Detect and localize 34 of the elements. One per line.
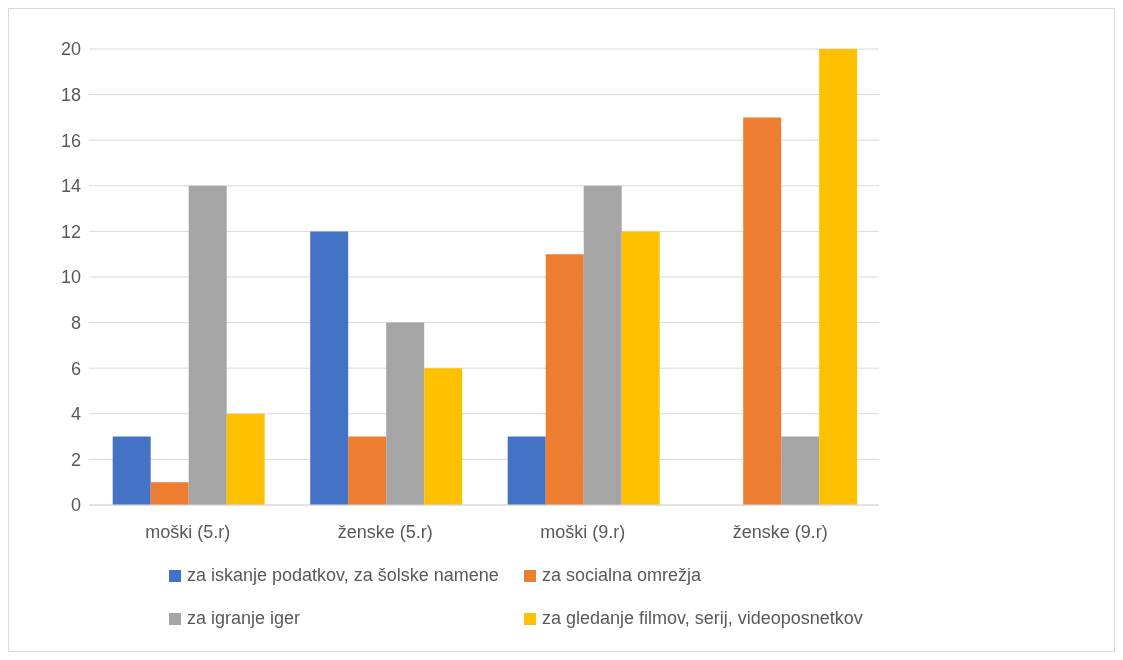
bar: [781, 436, 820, 505]
bar: [386, 322, 425, 505]
legend-label: za iskanje podatkov, za šolske namene: [187, 565, 499, 586]
bar: [819, 49, 858, 505]
x-tick-label: moški (5.r): [145, 521, 231, 542]
y-tick-label: 2: [70, 449, 81, 470]
bar: [545, 254, 584, 505]
y-tick-label: 4: [70, 404, 81, 425]
y-tick-label: 18: [60, 84, 81, 105]
bar: [743, 117, 782, 505]
y-tick-label: 8: [70, 312, 81, 333]
bar: [583, 185, 622, 505]
x-tick-label: ženske (9.r): [732, 521, 828, 542]
y-tick-label: 12: [60, 221, 81, 242]
y-tick-label: 0: [70, 495, 81, 516]
bar: [112, 436, 151, 505]
legend-label: za igranje iger: [187, 608, 301, 629]
bar: [310, 231, 349, 505]
legend-label: za socialna omrežja: [542, 565, 702, 586]
y-tick-label: 16: [60, 130, 81, 151]
legend-label: za gledanje filmov, serij, videoposnetkov: [542, 608, 863, 629]
y-tick-label: 20: [60, 39, 81, 60]
x-tick-label: moški (9.r): [540, 521, 626, 542]
bar: [348, 436, 387, 505]
bar: [424, 368, 463, 505]
y-tick-label: 14: [60, 176, 81, 197]
y-tick-label: 10: [60, 267, 81, 288]
bar: [226, 413, 265, 505]
bar: [150, 482, 189, 505]
bar: [507, 436, 546, 505]
x-tick-label: ženske (5.r): [337, 521, 433, 542]
y-tick-label: 6: [70, 358, 81, 379]
bar: [621, 231, 660, 505]
bar: [188, 185, 227, 505]
